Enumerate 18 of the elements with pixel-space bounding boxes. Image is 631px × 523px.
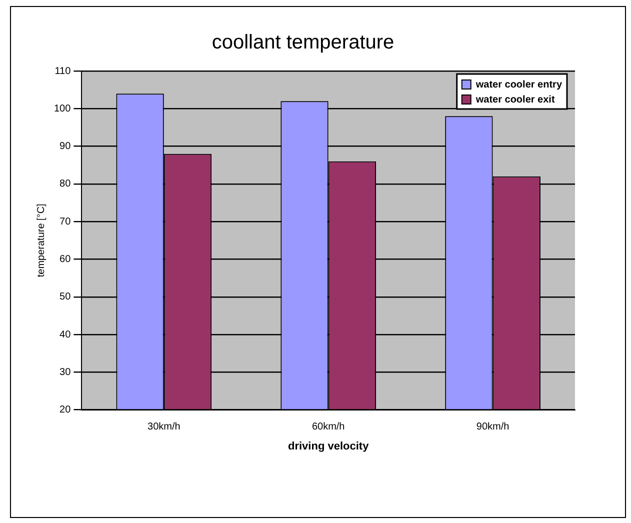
y-tick-label: 60	[60, 254, 72, 265]
y-tick-label: 110	[54, 66, 72, 77]
x-tick-label: 90km/h	[476, 422, 510, 433]
y-tick-label: 50	[60, 292, 72, 303]
y-tick-label: 30	[60, 366, 72, 378]
y-axis-title: temperature [°C]	[36, 203, 47, 278]
y-tick-label: 90	[60, 141, 72, 152]
y-tick-label: 70	[60, 216, 72, 228]
x-tick-label: 30km/h	[148, 422, 180, 433]
x-tick-label: 60km/h	[312, 422, 345, 433]
legend-label: water cooler exit	[474, 94, 556, 106]
y-tick-label: 20	[60, 404, 72, 416]
y-tick-label: 80	[60, 178, 72, 190]
x-axis-title: driving velocity	[288, 440, 370, 452]
y-tick-label: 40	[60, 329, 72, 340]
legend-label: water cooler entry	[474, 79, 562, 90]
chart-title: coollant temperature	[212, 32, 394, 54]
y-tick-label: 100	[54, 103, 72, 114]
